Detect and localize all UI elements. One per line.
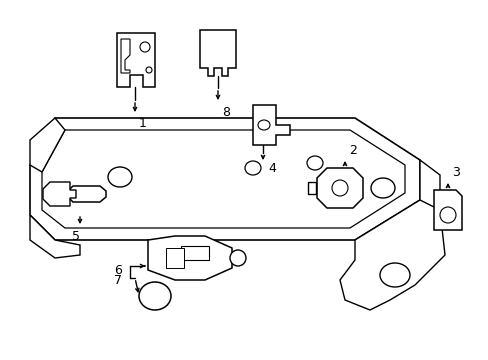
Ellipse shape — [108, 167, 132, 187]
Polygon shape — [433, 190, 461, 230]
Text: 7: 7 — [114, 274, 122, 287]
Polygon shape — [121, 39, 130, 73]
Polygon shape — [200, 30, 236, 76]
Ellipse shape — [258, 120, 269, 130]
Ellipse shape — [139, 282, 171, 310]
Text: 1: 1 — [139, 117, 146, 130]
Text: 8: 8 — [222, 105, 229, 118]
Polygon shape — [30, 215, 80, 258]
Polygon shape — [30, 118, 419, 240]
FancyBboxPatch shape — [181, 246, 208, 260]
Polygon shape — [30, 118, 65, 172]
Text: 2: 2 — [348, 144, 356, 157]
FancyBboxPatch shape — [307, 182, 315, 194]
Ellipse shape — [244, 161, 261, 175]
Polygon shape — [68, 186, 106, 202]
Ellipse shape — [140, 42, 150, 52]
Ellipse shape — [146, 67, 152, 73]
Ellipse shape — [370, 178, 394, 198]
Text: 4: 4 — [267, 162, 275, 175]
Polygon shape — [339, 200, 444, 310]
Text: 6: 6 — [114, 264, 122, 276]
FancyBboxPatch shape — [165, 248, 183, 268]
Polygon shape — [316, 168, 362, 208]
Text: 5: 5 — [72, 230, 80, 243]
Ellipse shape — [379, 263, 409, 287]
Ellipse shape — [229, 250, 245, 266]
Polygon shape — [252, 105, 289, 145]
Text: 3: 3 — [451, 166, 459, 179]
Polygon shape — [42, 130, 404, 228]
Polygon shape — [43, 182, 76, 206]
Polygon shape — [117, 33, 155, 87]
Ellipse shape — [331, 180, 347, 196]
Ellipse shape — [306, 156, 323, 170]
Polygon shape — [148, 236, 231, 280]
Ellipse shape — [439, 207, 455, 223]
Polygon shape — [419, 160, 439, 225]
